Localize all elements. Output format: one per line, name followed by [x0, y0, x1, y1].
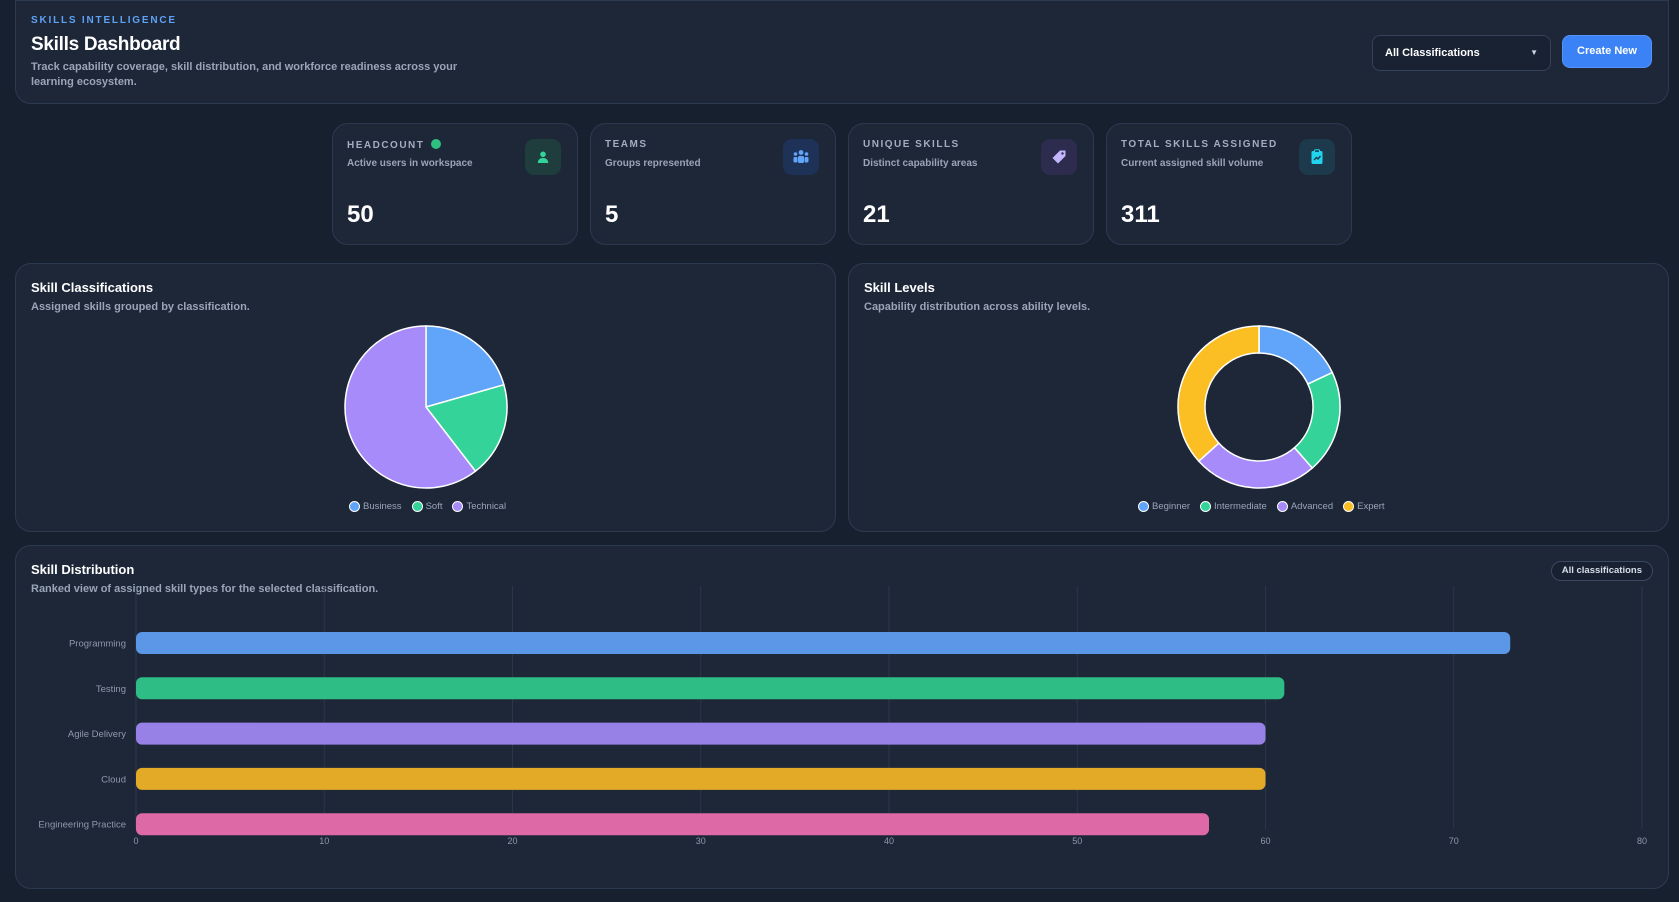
x-tick-label: 60 [1260, 836, 1270, 846]
kpi-card-total-skills: TOTAL SKILLS ASSIGNED Current assigned s… [1106, 123, 1352, 245]
kpi-value: 21 [863, 201, 890, 228]
y-tick-label: Agile Delivery [68, 729, 126, 740]
classification-slice-soft[interactable] [424, 383, 508, 473]
chart-title: Skill Classifications [31, 280, 154, 295]
bar-cloud[interactable] [136, 767, 1266, 790]
kpi-value: 50 [347, 201, 374, 228]
kpi-label: HEADCOUNT [347, 139, 442, 151]
user-icon [525, 139, 561, 175]
legend-item-advanced[interactable]: Advanced [1276, 501, 1334, 512]
kpi-label: TEAMS [605, 139, 648, 150]
tag-icon [1041, 139, 1077, 175]
x-tick-label: 50 [1072, 836, 1082, 846]
level-slice-beginner[interactable] [1258, 325, 1334, 386]
distribution-bar-chart: 0 10 20 30 40 50 60 70 80 Programming Testing Agile… [38, 586, 1647, 846]
users-group-icon [783, 139, 819, 175]
legend-item-business[interactable]: Business [349, 501, 402, 512]
skill-levels-panel: Skill Levels Capability distribution acr… [848, 263, 1669, 532]
legend-item-technical[interactable]: Technical [452, 501, 506, 512]
y-tick-label: Programming [69, 639, 126, 650]
legend-item-beginner[interactable]: Beginner [1138, 501, 1190, 512]
legend-label: Technical [466, 501, 507, 512]
y-tick-label: Engineering Practice [38, 820, 126, 831]
y-tick-label: Testing [96, 684, 126, 695]
info-icon[interactable] [431, 139, 442, 149]
legend-item-soft[interactable]: Soft [411, 501, 443, 512]
clipboard-icon [1299, 139, 1335, 175]
classification-legend: Business Soft Technical [349, 501, 506, 512]
kpi-label: TOTAL SKILLS ASSIGNED [1121, 139, 1278, 150]
classification-select[interactable]: All Classifications ▼ [1372, 35, 1551, 71]
kpi-value: 311 [1121, 201, 1160, 228]
bar-engineering-practice[interactable] [136, 813, 1210, 836]
x-tick-label: 0 [133, 836, 138, 846]
legend-label: Expert [1357, 501, 1385, 512]
legend-label: Beginner [1152, 501, 1191, 512]
kpi-card-teams: TEAMS Groups represented 5 [590, 123, 836, 245]
classification-slice-business[interactable] [425, 325, 505, 408]
skill-distribution-panel: Skill Distribution Ranked view of assign… [15, 545, 1669, 889]
legend-item-intermediate[interactable]: Intermediate [1200, 501, 1267, 512]
legend-label: Soft [425, 501, 443, 512]
kpi-description: Groups represented [605, 158, 701, 169]
x-tick-label: 20 [507, 836, 517, 846]
chevron-down-icon: ▼ [1530, 48, 1538, 57]
levels-donut-chart [1177, 325, 1341, 489]
legend-item-expert[interactable]: Expert [1343, 501, 1385, 512]
legend-swatch [411, 501, 423, 512]
chart-subtitle: Assigned skills grouped by classificatio… [31, 301, 250, 313]
chart-subtitle: Capability distribution across ability l… [864, 301, 1091, 313]
page-eyebrow: SKILLS INTELLIGENCE [31, 15, 177, 26]
bar-programming[interactable] [136, 632, 1511, 654]
legend-swatch [452, 501, 464, 512]
bar-agile-delivery[interactable] [136, 722, 1266, 745]
kpi-label: UNIQUE SKILLS [863, 139, 960, 150]
create-new-button[interactable]: Create New [1562, 35, 1652, 68]
classification-filter-pill[interactable]: All classifications [1550, 561, 1653, 581]
y-tick-label: Cloud [101, 774, 126, 785]
x-tick-label: 40 [884, 836, 894, 846]
levels-legend: Beginner Intermediate Advanced Expert [1138, 501, 1385, 512]
skill-classifications-panel: Skill Classifications Assigned skills gr… [15, 263, 836, 532]
page-header: SKILLS INTELLIGENCE Skills Dashboard Tra… [15, 0, 1669, 104]
x-tick-label: 30 [696, 836, 706, 846]
kpi-value: 5 [605, 201, 619, 228]
level-slice-intermediate[interactable] [1293, 371, 1341, 470]
legend-swatch [1138, 501, 1149, 512]
page-title: Skills Dashboard [31, 34, 181, 55]
legend-swatch [1200, 501, 1212, 512]
chart-subtitle: Ranked view of assigned skill types for … [31, 583, 379, 595]
x-tick-label: 80 [1637, 836, 1647, 846]
kpi-description: Distinct capability areas [863, 158, 978, 169]
kpi-card-headcount: HEADCOUNT Active users in workspace 50 [332, 123, 578, 245]
bar-testing[interactable] [136, 677, 1285, 700]
legend-swatch [1343, 501, 1355, 512]
level-slice-advanced[interactable] [1197, 442, 1314, 489]
classification-pie-chart [344, 325, 508, 489]
x-tick-label: 70 [1449, 836, 1459, 846]
x-tick-label: 10 [319, 836, 329, 846]
classification-slice-technical[interactable] [344, 325, 477, 489]
legend-label: Business [363, 501, 402, 512]
legend-label: Intermediate [1214, 501, 1267, 512]
level-slice-expert[interactable] [1177, 325, 1260, 463]
legend-label: Advanced [1290, 501, 1334, 512]
chart-title: Skill Distribution [31, 562, 135, 577]
kpi-description: Active users in workspace [347, 158, 473, 169]
kpi-description: Current assigned skill volume [1121, 158, 1264, 169]
classification-select-value: All Classifications [1385, 47, 1480, 59]
legend-swatch [349, 501, 360, 512]
chart-title: Skill Levels [864, 280, 935, 295]
legend-swatch [1276, 501, 1288, 512]
kpi-card-unique-skills: UNIQUE SKILLS Distinct capability areas … [848, 123, 1094, 245]
page-subtitle: Track capability coverage, skill distrib… [31, 61, 458, 88]
